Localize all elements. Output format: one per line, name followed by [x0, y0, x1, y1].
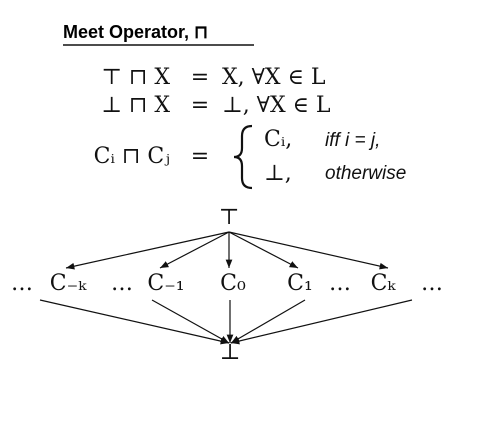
lattice-node: Cₖ: [371, 271, 397, 296]
lattice-bottom: ⊥: [220, 340, 241, 365]
eq-rel: =: [191, 144, 209, 169]
brace: [233, 124, 253, 190]
eq-rel: =: [191, 65, 209, 90]
lattice-node: C₁: [287, 271, 313, 296]
case-value: ⊥,: [264, 161, 292, 186]
eq-rhs: X, ∀X ∈ L: [222, 65, 326, 90]
bottom-edges: [39, 299, 413, 345]
edge: [228, 231, 389, 270]
edge: [230, 299, 413, 345]
eq-lhs: ⊤ ⊓ X: [101, 65, 170, 90]
lattice-node: …: [111, 271, 133, 296]
edge: [230, 299, 306, 344]
lattice-node: …: [11, 271, 33, 296]
edge: [228, 231, 299, 269]
edge: [65, 231, 230, 270]
case-value: Cᵢ,: [264, 127, 292, 152]
case-condition: iff i = j,: [325, 130, 380, 151]
lattice-node: C₋ₖ: [50, 271, 87, 296]
eq-lhs: ⊥ ⊓ X: [101, 93, 170, 118]
eq-lhs: Cᵢ ⊓ Cⱼ: [94, 144, 170, 169]
title: Meet Operator, ⊓: [63, 22, 208, 42]
lattice-node: C₀: [220, 271, 246, 296]
eq-rel: =: [191, 93, 209, 118]
lattice-top: ⊤: [219, 205, 240, 230]
eq-rhs: ⊥, ∀X ∈ L: [222, 93, 331, 118]
lattice-node: C₋₁: [147, 271, 184, 296]
edge: [151, 299, 230, 344]
lattice-node: …: [329, 271, 351, 296]
edge: [159, 231, 230, 269]
top-edges: [65, 231, 389, 270]
case-condition: otherwise: [325, 163, 406, 184]
lattice-node: …: [421, 271, 443, 296]
edge: [39, 299, 230, 345]
